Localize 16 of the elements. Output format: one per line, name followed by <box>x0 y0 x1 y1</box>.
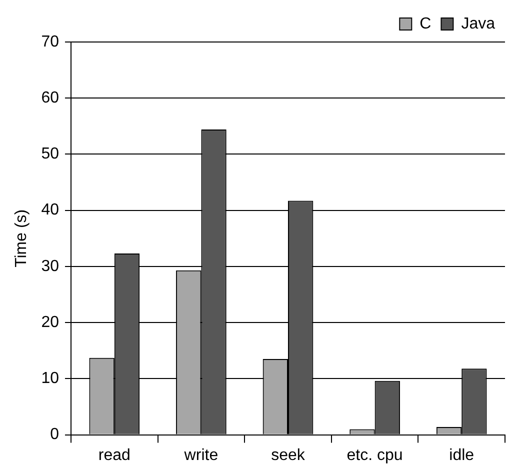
x-tick-label: idle <box>449 446 474 464</box>
legend-label: C <box>420 15 432 32</box>
x-tick-label: seek <box>271 446 306 464</box>
x-tick-label: etc. cpu <box>346 446 403 464</box>
x-tick-label: read <box>98 446 130 464</box>
y-tick-label: 40 <box>41 202 60 219</box>
y-tick-label: 10 <box>41 370 60 388</box>
y-tick-label: 60 <box>41 90 60 107</box>
y-tick-label: 0 <box>50 426 60 444</box>
legend-label: Java <box>461 15 496 32</box>
y-tick-label: 20 <box>41 314 60 331</box>
y-tick-label: 70 <box>41 33 60 50</box>
y-tick-label: 50 <box>41 146 60 163</box>
x-tick-label: write <box>183 446 218 464</box>
y-axis-title: Time (s) <box>13 209 30 268</box>
y-tick-label: 30 <box>41 258 60 275</box>
